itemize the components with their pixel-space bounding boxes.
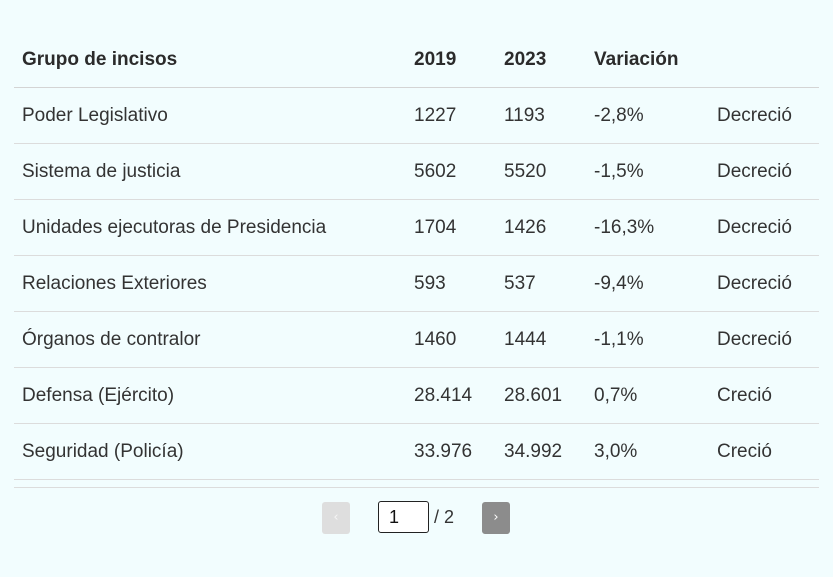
header-2019: 2019 [406,32,496,88]
cell-variacion: -1,5% [586,143,709,200]
cell-2023: 34.992 [496,423,586,480]
cell-grupo: Relaciones Exteriores [14,255,406,312]
data-table-container: Grupo de incisos 2019 2023 Variación Pod… [14,32,819,488]
cell-tendencia: Decreció [709,255,819,312]
cell-grupo: Seguridad (Policía) [14,423,406,480]
cell-tendencia: Creció [709,367,819,424]
cell-2023: 28.601 [496,367,586,424]
cell-tendencia: Decreció [709,199,819,256]
next-page-button[interactable]: › [482,502,510,534]
cell-2019: 33.976 [406,423,496,480]
cell-grupo: Defensa (Ejército) [14,367,406,424]
cell-2023: 5520 [496,143,586,200]
cell-tendencia: Decreció [709,311,819,368]
cell-2019: 593 [406,255,496,312]
cell-2023: 1193 [496,87,586,144]
data-table: Grupo de incisos 2019 2023 Variación Pod… [14,32,819,480]
cell-2019: 1227 [406,87,496,144]
cell-2023: 537 [496,255,586,312]
cell-2019: 1460 [406,311,496,368]
cell-tendencia: Creció [709,423,819,480]
cell-variacion: -1,1% [586,311,709,368]
pagination: ‹ / 2 › [0,501,833,534]
prev-page-button[interactable]: ‹ [322,502,350,534]
cell-2023: 1426 [496,199,586,256]
header-tendencia [709,32,819,88]
header-2023: 2023 [496,32,586,88]
header-variacion: Variación [586,32,709,88]
cell-variacion: -2,8% [586,87,709,144]
cell-grupo: Órganos de contralor [14,311,406,368]
cell-variacion: 0,7% [586,367,709,424]
table-row: Poder Legislativo 1227 1193 -2,8% Decrec… [14,87,819,144]
table-row: Defensa (Ejército) 28.414 28.601 0,7% Cr… [14,367,819,424]
cell-2023: 1444 [496,311,586,368]
cell-tendencia: Decreció [709,87,819,144]
page-total-label: / 2 [434,507,455,527]
cell-variacion: 3,0% [586,423,709,480]
cell-2019: 5602 [406,143,496,200]
cell-variacion: -9,4% [586,255,709,312]
cell-tendencia: Decreció [709,143,819,200]
cell-variacion: -16,3% [586,199,709,256]
cell-grupo: Sistema de justicia [14,143,406,200]
table-row: Relaciones Exteriores 593 537 -9,4% Decr… [14,255,819,312]
table-row: Unidades ejecutoras de Presidencia 1704 … [14,199,819,256]
table-row: Sistema de justicia 5602 5520 -1,5% Decr… [14,143,819,200]
table-row: Órganos de contralor 1460 1444 -1,1% Dec… [14,311,819,368]
cell-2019: 1704 [406,199,496,256]
header-grupo: Grupo de incisos [14,32,406,88]
cell-grupo: Unidades ejecutoras de Presidencia [14,199,406,256]
cell-2019: 28.414 [406,367,496,424]
cell-grupo: Poder Legislativo [14,87,406,144]
table-row: Seguridad (Policía) 33.976 34.992 3,0% C… [14,423,819,480]
table-header-row: Grupo de incisos 2019 2023 Variación [14,32,819,88]
page-number-input[interactable] [378,501,429,533]
